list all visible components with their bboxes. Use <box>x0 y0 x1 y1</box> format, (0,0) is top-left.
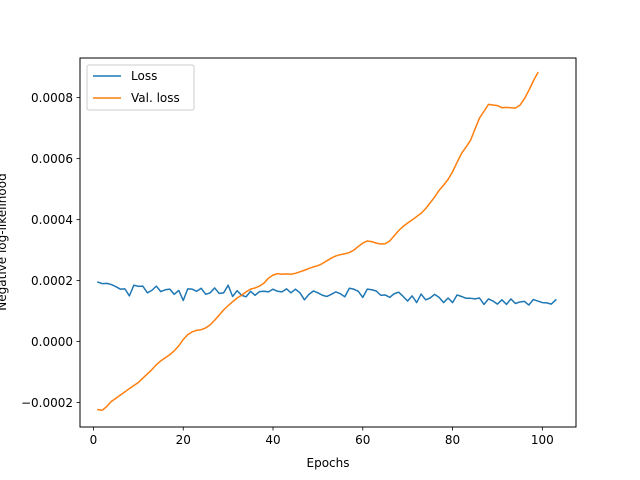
series-line-0 <box>96 281 557 306</box>
y-tick-label: 0.0006 <box>31 152 73 166</box>
x-axis-label: Epochs <box>307 456 350 470</box>
y-tick-label: 0.0004 <box>31 213 73 227</box>
legend-label-val-loss: Val. loss <box>131 91 180 105</box>
legend-label-loss: Loss <box>131 69 157 83</box>
y-tick-label: 0.0000 <box>31 335 73 349</box>
legend: Loss Val. loss <box>86 64 195 111</box>
plot-area <box>80 58 576 427</box>
x-tick-label: 100 <box>531 433 554 447</box>
series-line-1 <box>97 71 539 411</box>
y-tick-label: −0.0002 <box>21 396 73 410</box>
y-tick-label: 0.0008 <box>31 91 73 105</box>
x-tick-label: 0 <box>90 433 98 447</box>
x-tick-label: 20 <box>176 433 191 447</box>
y-axis-label: Negative log-likelihood <box>0 173 9 310</box>
x-tick-label: 80 <box>445 433 460 447</box>
plot-frame <box>79 57 577 428</box>
x-tick-label: 40 <box>265 433 280 447</box>
x-axis: 0 20 40 60 80 100 <box>90 427 554 447</box>
x-tick-label: 60 <box>355 433 370 447</box>
series-layer <box>96 71 557 411</box>
y-axis: −0.0002 0.0000 0.0002 0.0004 0.0006 0.0008 <box>21 91 80 410</box>
y-tick-label: 0.0002 <box>31 274 73 288</box>
